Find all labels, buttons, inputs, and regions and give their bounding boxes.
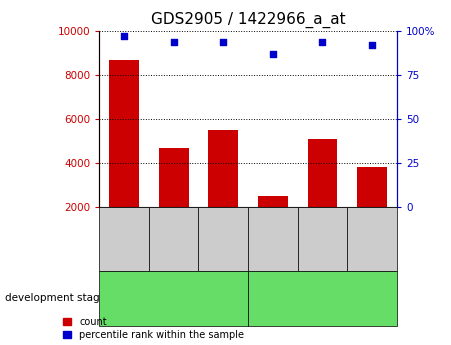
Bar (308, 139, 337, 251)
Point (170, 39, 177, 45)
Bar (357, 167, 387, 251)
Bar (258, 196, 288, 251)
Text: embryonic stem cell: embryonic stem cell (117, 294, 230, 303)
Point (319, 39, 326, 45)
Text: GSM72624: GSM72624 (169, 215, 178, 263)
Point (368, 42, 376, 48)
Text: GSM72616: GSM72616 (268, 214, 277, 264)
Legend: count, percentile rank within the sample: count, percentile rank within the sample (64, 317, 244, 340)
Bar (109, 60, 139, 251)
Point (220, 39, 227, 45)
Title: GDS2905 / 1422966_a_at: GDS2905 / 1422966_a_at (151, 12, 345, 28)
Text: GSM72626: GSM72626 (219, 214, 228, 264)
Point (120, 33, 128, 39)
Text: GSM72622: GSM72622 (120, 215, 129, 263)
Text: development stage ▶: development stage ▶ (5, 294, 117, 303)
Bar (159, 148, 189, 251)
Point (269, 51, 276, 57)
Text: GSM72621: GSM72621 (368, 214, 377, 264)
Text: GSM72618: GSM72618 (318, 214, 327, 264)
Text: embryoid body: embryoid body (281, 294, 364, 303)
Bar (208, 130, 238, 251)
